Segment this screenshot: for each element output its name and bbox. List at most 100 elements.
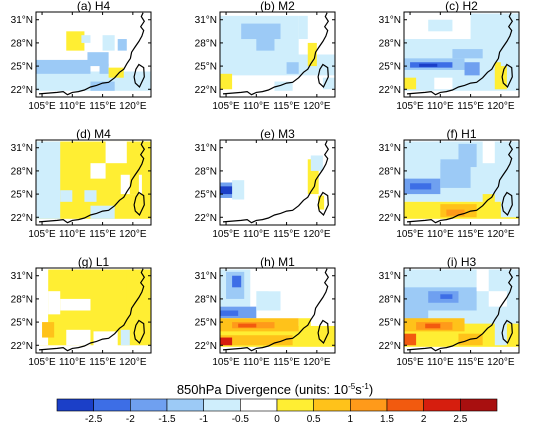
lon-tick-label: 115°E (457, 101, 484, 112)
colorbar-swatch (203, 398, 241, 412)
map-panel: (a) H4 31°N 28°N 25°N 22°N 105°E 110°E 115°E 120… (11, 0, 152, 112)
divergence-patch (446, 209, 465, 216)
lon-tick-label: 105°E (212, 229, 240, 240)
lat-tick-label: 25°N (379, 190, 401, 201)
divergence-patch (256, 35, 275, 51)
divergence-patch (482, 141, 495, 164)
divergence-patch (42, 269, 49, 292)
panel-title: (e) M3 (260, 127, 295, 141)
coastline (38, 12, 146, 96)
divergence-patch (238, 323, 257, 328)
lat-tick-label: 28°N (195, 166, 217, 177)
divergence-patch (322, 77, 335, 90)
lon-tick-label: 105°E (28, 101, 56, 112)
lat-tick-label: 31°N (195, 15, 217, 26)
divergence-patch (458, 143, 477, 168)
lat-tick-label: 31°N (379, 143, 401, 154)
lat-tick-label: 22°N (195, 213, 217, 224)
lon-tick-label: 115°E (273, 101, 300, 112)
coastline (222, 140, 330, 224)
taiwan-outline (133, 319, 145, 344)
lon-tick-label: 120°E (303, 229, 331, 240)
colorbar-title: 850hPa Divergence (units: 10-5s-1) (177, 382, 373, 397)
colorbar-swatch (240, 398, 278, 412)
lat-tick-label: 25°N (11, 190, 33, 201)
lon-tick-label: 110°E (427, 101, 454, 112)
map-panel: (c) H2 31°N 28°N 25°N 22°N 105°E 110°E 115°E 120… (379, 0, 520, 112)
colorbar-swatch (130, 398, 168, 412)
divergence-patch (102, 35, 115, 51)
lat-tick-label: 22°N (11, 85, 33, 96)
divergence-patch (404, 310, 429, 323)
lon-tick-label: 120°E (303, 101, 331, 112)
divergence-patch (220, 335, 293, 346)
colorbar-swatch (56, 398, 94, 412)
divergence-patch (105, 141, 127, 164)
colorbar-label: 0 (274, 414, 280, 425)
map-frame (35, 267, 152, 354)
divergence-patch (120, 329, 130, 346)
map-panel: (f) H1 31°N 28°N 25°N 22°N 105°E 110°E 115°E 120… (379, 127, 520, 240)
lat-tick-label: 31°N (195, 271, 217, 282)
colorbar-label: -1.5 (158, 414, 176, 425)
divergence-patch (84, 190, 97, 202)
taiwan-outline (317, 191, 329, 216)
divergence-patch (87, 52, 109, 67)
divergence-patch (60, 190, 73, 202)
lat-tick-label: 31°N (11, 271, 33, 282)
colorbar-label: 2.5 (453, 414, 467, 425)
colorbar-label: -0.5 (232, 414, 250, 425)
lon-tick-label: 105°E (28, 229, 56, 240)
coastline (406, 268, 514, 352)
lat-tick-label: 22°N (11, 341, 33, 352)
colorbar-swatch (386, 398, 424, 412)
divergence-patch (60, 298, 91, 311)
map-panel: (g) L1 31°N 28°N 25°N 22°N 105°E 110°E 115°E 120… (11, 255, 152, 368)
lat-tick-label: 28°N (11, 38, 33, 49)
lon-tick-label: 110°E (427, 357, 454, 368)
lon-tick-label: 115°E (89, 101, 116, 112)
lat-tick-label: 31°N (195, 143, 217, 154)
lon-tick-label: 110°E (243, 229, 270, 240)
lon-tick-label: 110°E (59, 229, 86, 240)
map-frame (403, 267, 520, 354)
lon-tick-label: 105°E (396, 101, 424, 112)
lon-tick-label: 110°E (243, 357, 270, 368)
map-frame (219, 11, 336, 98)
divergence-patch (220, 337, 233, 346)
divergence-patch (90, 81, 115, 91)
lat-tick-label: 25°N (195, 318, 217, 329)
taiwan-outline (317, 63, 329, 88)
taiwan-outline (133, 191, 145, 216)
lat-tick-label: 28°N (379, 166, 401, 177)
colorbar-swatch (93, 398, 131, 412)
lon-tick-label: 115°E (273, 357, 300, 368)
divergence-patch (307, 42, 317, 67)
divergence-patch (425, 323, 441, 329)
divergence-patch (476, 269, 489, 292)
panel-title: (b) M2 (260, 0, 295, 13)
map-panel: (e) M3 31°N 28°N 25°N 22°N 105°E 110°E 115°E 120… (195, 127, 336, 240)
lat-tick-label: 28°N (11, 166, 33, 177)
lon-tick-label: 105°E (28, 357, 56, 368)
taiwan-outline (501, 319, 513, 344)
divergence-patch (500, 50, 507, 67)
lat-tick-label: 31°N (379, 271, 401, 282)
divergence-patch (298, 15, 308, 40)
coastline (38, 268, 146, 352)
divergence-patch (108, 67, 124, 78)
colorbar-label: 1.5 (380, 414, 394, 425)
divergence-patch (220, 73, 233, 90)
colorbar-swatch (276, 398, 314, 412)
lon-tick-label: 120°E (303, 357, 331, 368)
lat-tick-label: 28°N (195, 294, 217, 305)
lat-tick-label: 25°N (11, 318, 33, 329)
divergence-patch (268, 269, 311, 292)
lat-tick-label: 31°N (11, 143, 33, 154)
divergence-patch (404, 77, 417, 90)
divergence-patch (117, 39, 127, 51)
taiwan-outline (317, 319, 329, 344)
colorbar-swatch (460, 398, 498, 412)
lat-tick-label: 31°N (11, 15, 33, 26)
lon-tick-label: 115°E (457, 229, 484, 240)
